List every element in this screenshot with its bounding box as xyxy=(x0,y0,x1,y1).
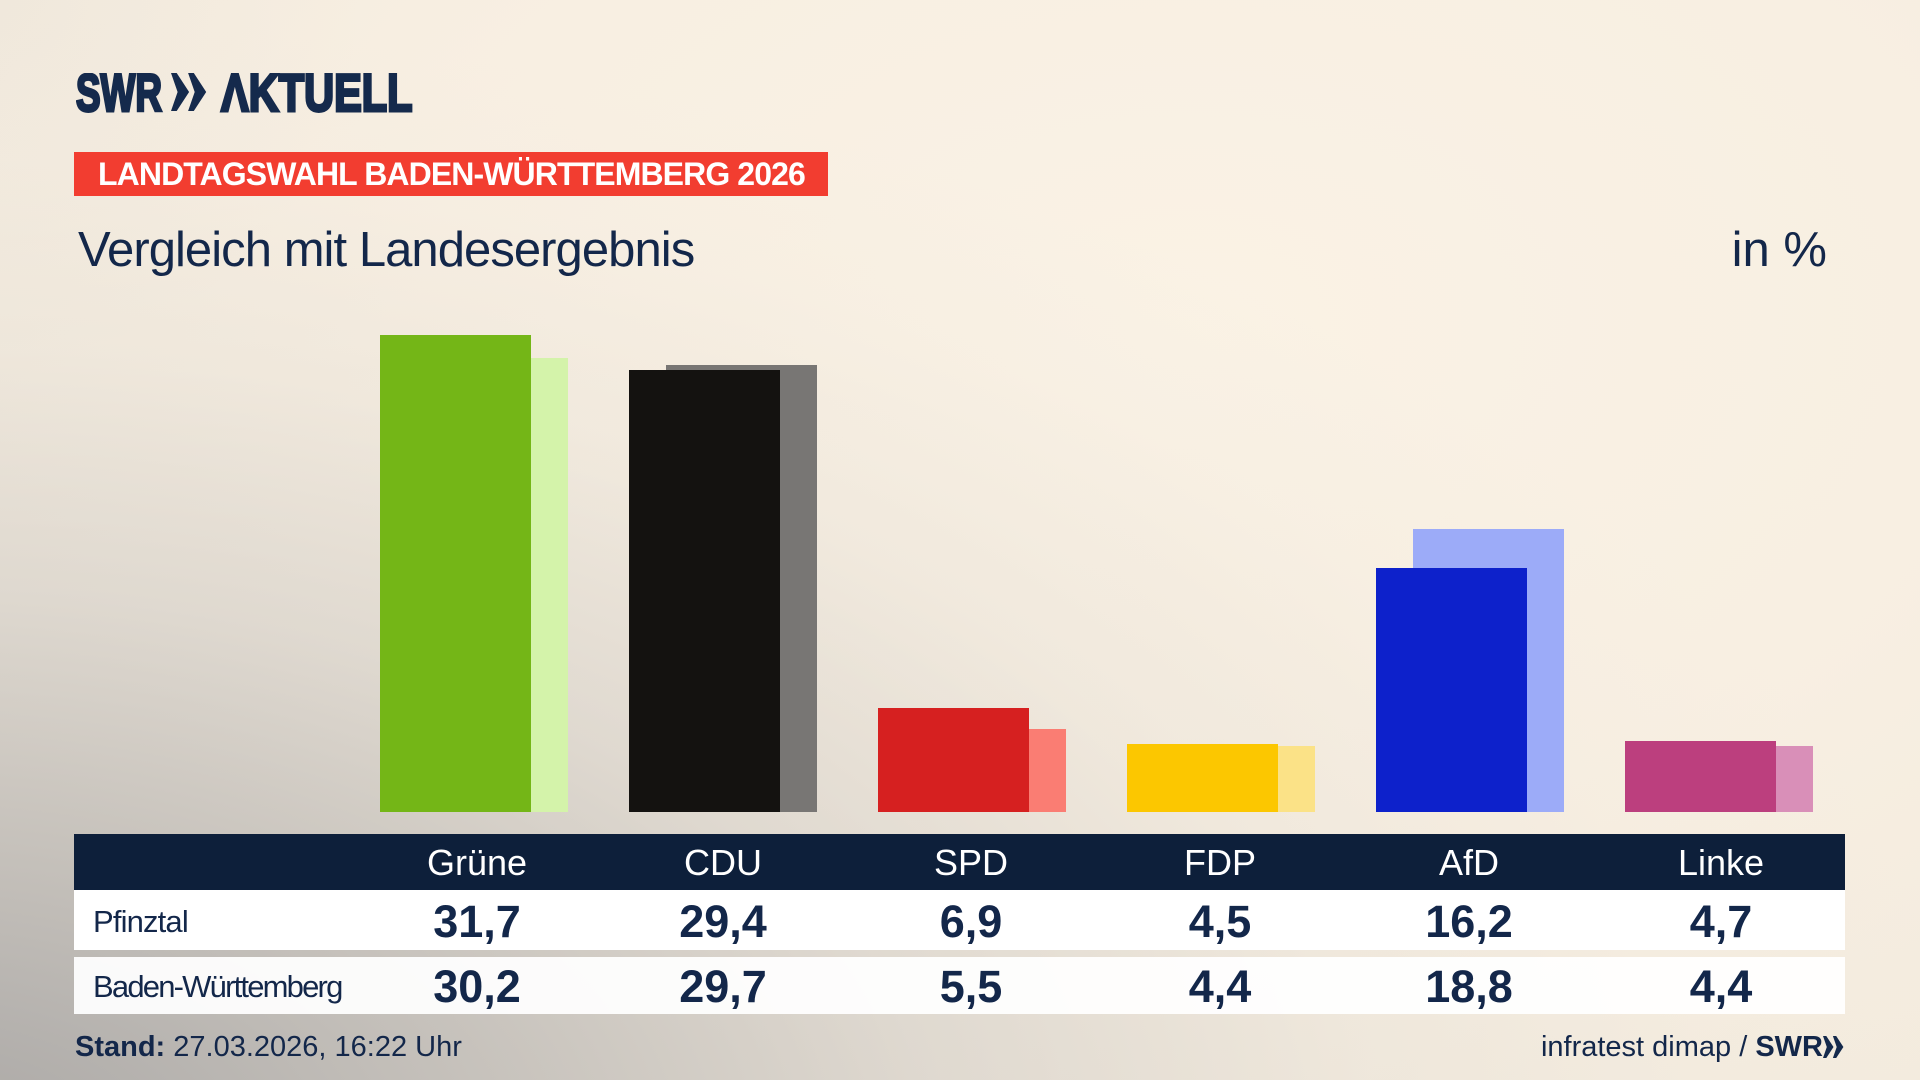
svg-text:SWR: SWR xyxy=(76,73,162,113)
svg-text:ΛKTUELL: ΛKTUELL xyxy=(221,73,413,113)
